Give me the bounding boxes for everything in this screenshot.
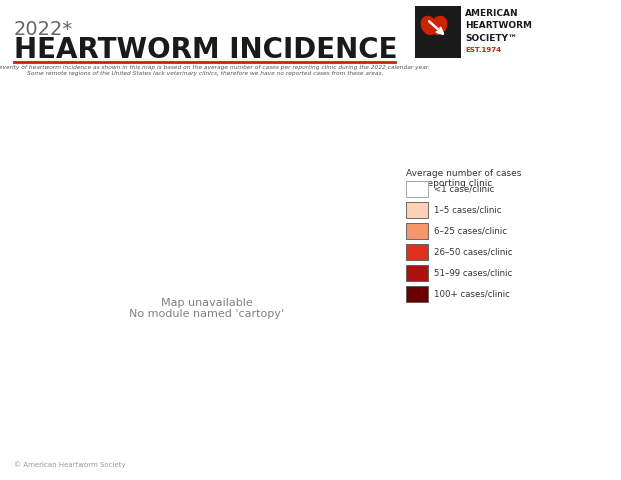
Text: Average number of cases
per reporting clinic: Average number of cases per reporting cl… — [406, 169, 522, 188]
Text: 26–50 cases/clinic: 26–50 cases/clinic — [434, 248, 512, 256]
Bar — [415, 6, 461, 58]
Text: HEARTWORM INCIDENCE: HEARTWORM INCIDENCE — [14, 36, 397, 64]
Text: 6–25 cases/clinic: 6–25 cases/clinic — [434, 227, 507, 236]
Text: © American Heartworm Society: © American Heartworm Society — [14, 461, 125, 468]
Bar — [406, 223, 428, 239]
Text: 100+ cases/clinic: 100+ cases/clinic — [434, 289, 510, 299]
Ellipse shape — [420, 16, 437, 35]
Text: Some remote regions of the United States lack veterinary clinics, therefore we h: Some remote regions of the United States… — [27, 71, 383, 76]
Text: 51–99 cases/clinic: 51–99 cases/clinic — [434, 268, 512, 277]
Text: EST.1974: EST.1974 — [465, 47, 501, 53]
Text: AMERICAN
HEARTWORM
SOCIETY™: AMERICAN HEARTWORM SOCIETY™ — [465, 9, 532, 43]
Bar — [406, 244, 428, 260]
Bar — [406, 286, 428, 302]
Bar — [406, 202, 428, 218]
Bar — [406, 265, 428, 281]
Text: *The severity of heartworm incidence as shown in this map is based on the averag: *The severity of heartworm incidence as … — [0, 65, 430, 70]
Text: <1 case/clinic: <1 case/clinic — [434, 184, 494, 193]
Ellipse shape — [430, 16, 447, 35]
Text: 1–5 cases/clinic: 1–5 cases/clinic — [434, 205, 502, 215]
Text: Map unavailable
No module named 'cartopy': Map unavailable No module named 'cartopy… — [129, 298, 284, 319]
Bar — [406, 181, 428, 197]
Text: 2022*: 2022* — [14, 20, 73, 39]
